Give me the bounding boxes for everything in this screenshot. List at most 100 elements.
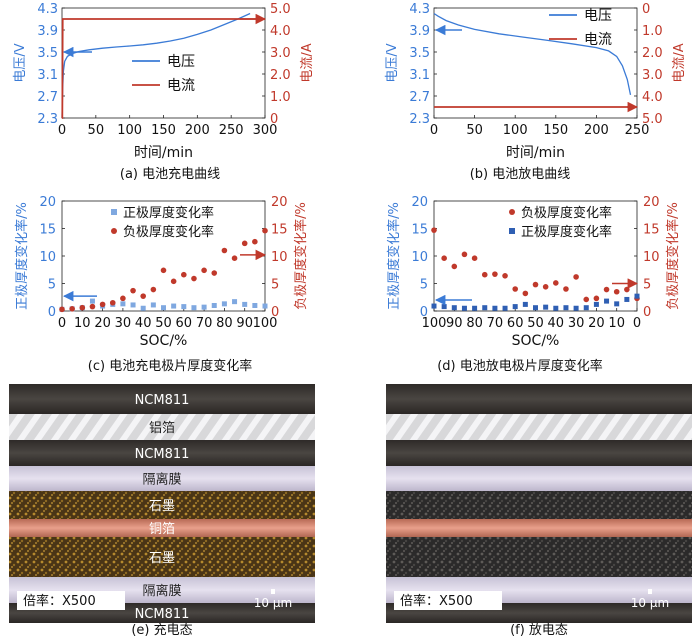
point-positive	[614, 301, 620, 307]
point-negative	[89, 303, 96, 310]
y-right-tick-label: 5.0	[642, 112, 663, 127]
chart-b: 0 50 100 150 200 2504.33.93.53.12.72.301.02.0…	[385, 2, 687, 182]
layer-band	[386, 414, 692, 440]
y-right-tick-label: 15	[643, 223, 660, 238]
legend-entry: 正极厚度变化率	[123, 205, 214, 221]
x-tick-label: 20	[94, 316, 111, 331]
x-tick-label: 30	[568, 316, 585, 331]
y-left-tick-label: 15	[411, 223, 428, 238]
x-tick-label: 250	[219, 123, 244, 138]
chart-caption: (d) 电池放电极片厚度变化率	[437, 358, 603, 374]
x-axis-label: 时间/min	[506, 145, 565, 161]
y-right-axis-label: 负极厚度变化率/%	[293, 202, 309, 310]
point-positive	[604, 298, 610, 304]
point-negative	[441, 255, 447, 261]
layer-band	[386, 491, 692, 519]
point-positive	[161, 305, 166, 311]
chart-a: 0 50 100 150 200 250 300 4.3 3.9 3.5 3.1 2.7 2.3 5.0 4…	[13, 2, 315, 182]
series-line-voltage	[433, 12, 632, 96]
legend-swatch	[111, 209, 117, 215]
layer-label: 隔离膜	[142, 472, 181, 488]
x-tick-label: 300	[253, 123, 278, 138]
point-positive	[441, 304, 447, 310]
y-right-tick-label: 0	[643, 305, 651, 320]
point-negative	[79, 304, 86, 311]
x-tick-label: 70	[196, 316, 213, 331]
layer-label: NCM811	[135, 447, 190, 462]
micrograph-discharged: 倍率：X500 10 μm (f) 放电态	[386, 384, 692, 638]
x-tick-label: 60	[507, 316, 524, 331]
x-tick-label: 10	[608, 316, 625, 331]
y-left-tick-label: 2.3	[37, 112, 58, 127]
y-left-axis-label: 正极厚度变化率/%	[14, 202, 30, 310]
point-positive	[451, 305, 457, 311]
point-negative	[221, 247, 228, 254]
x-tick-label: 50	[527, 316, 544, 331]
point-negative	[532, 281, 539, 288]
x-tick-label: 0	[633, 316, 641, 331]
point-negative	[241, 240, 248, 247]
series-line-current	[61, 18, 265, 119]
x-tick-label: 10	[74, 316, 91, 331]
x-tick-label: 0	[58, 316, 66, 331]
point-negative	[461, 251, 468, 258]
point-negative	[120, 295, 126, 302]
y-left-tick-label: 5	[48, 278, 56, 293]
layer-band	[9, 384, 315, 414]
y-left-tick-label: 10	[411, 250, 428, 265]
y-right-tick-label: 20	[271, 195, 288, 210]
point-negative	[512, 286, 518, 292]
y-left-axis-label: 电压/V	[385, 43, 400, 82]
y-left-tick-label: 20	[39, 195, 56, 210]
point-positive	[201, 304, 207, 310]
micrograph-caption: (e) 充电态	[131, 622, 192, 638]
scale-bar	[271, 589, 275, 594]
series-line-voltage	[61, 12, 251, 119]
point-positive	[573, 305, 579, 311]
x-tick-label: 250	[625, 123, 650, 138]
y-right-tick-label: 5.0	[270, 2, 291, 17]
x-tick-label: 70	[487, 316, 504, 331]
magnification-box	[394, 591, 502, 610]
point-negative	[583, 296, 590, 303]
point-negative	[492, 271, 498, 277]
x-tick-label: 100	[503, 123, 528, 138]
legend-entry: 电压	[584, 8, 612, 24]
layer-label: 隔离膜	[142, 583, 181, 599]
y-left-tick-label: 3.1	[37, 68, 58, 83]
legend-entry: 电流	[584, 32, 612, 48]
layer-label: 石墨	[149, 551, 175, 566]
legend-swatch	[111, 228, 117, 234]
layer-label: 铝箔	[149, 420, 175, 436]
magnification-label: 倍率：X500	[23, 593, 96, 609]
layer-band	[9, 414, 315, 440]
point-negative	[252, 238, 258, 245]
x-tick-label: 0	[430, 123, 438, 138]
scale-label: 10 μm	[254, 596, 292, 610]
point-positive	[502, 305, 508, 311]
point-positive	[140, 305, 146, 311]
point-positive	[252, 303, 258, 308]
legend-swatch	[509, 209, 515, 215]
x-tick-label: 20	[588, 316, 605, 331]
point-positive	[120, 301, 126, 307]
chart-caption: (b) 电池放电曲线	[470, 167, 571, 182]
x-tick-label: 50	[88, 123, 105, 138]
chart-plots: 0 50 100 150 200 250 3004.33.93.53.12.72.35.04…	[13, 2, 687, 374]
scale-bar	[648, 589, 652, 594]
y-right-tick-label: 1.0	[270, 90, 291, 105]
layer-band	[9, 519, 315, 537]
y-left-tick-label: 3.9	[409, 24, 430, 39]
layer-band	[386, 466, 692, 491]
point-negative	[231, 255, 238, 261]
legend-entry: 电压	[167, 54, 195, 70]
legend-entry: 正极厚度变化率	[521, 224, 612, 240]
chart-caption: (a) 电池充电曲线	[120, 166, 220, 182]
layer-label: NCM811	[135, 393, 190, 408]
y-right-tick-label: 3.0	[270, 46, 291, 61]
y-right-tick-label: 15	[271, 223, 288, 238]
y-left-tick-label: 2.7	[409, 90, 430, 105]
y-right-tick-label: 10	[643, 250, 660, 265]
